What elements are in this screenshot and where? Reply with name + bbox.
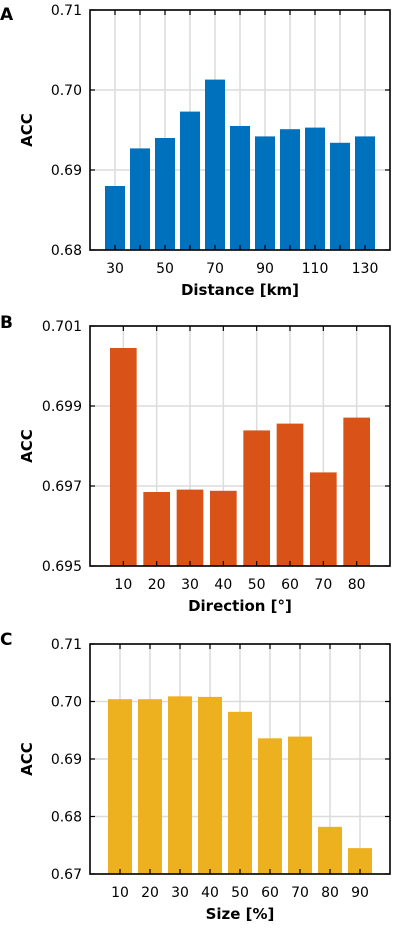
x-tick-label: 10 [111, 885, 129, 901]
bar-70 [205, 79, 225, 250]
bar-30 [168, 696, 192, 874]
bar-70 [310, 472, 337, 566]
bar-10 [110, 348, 137, 566]
y-tick-label: 0.71 [51, 637, 82, 653]
bar-60 [180, 111, 200, 250]
x-tick-label: 10 [114, 577, 132, 593]
plot-frame [89, 325, 391, 567]
x-tick-label: 130 [352, 261, 379, 277]
bar-30 [105, 186, 125, 250]
bar-80 [318, 826, 342, 874]
x-tick-label: 110 [302, 261, 329, 277]
x-tick-label: 70 [206, 261, 224, 277]
x-tick-label: 60 [261, 885, 279, 901]
x-tick-label: 40 [201, 885, 219, 901]
bar-10 [108, 699, 132, 874]
y-tick-label: 0.69 [51, 752, 82, 768]
x-tick-label: 80 [348, 577, 366, 593]
bar-60 [258, 738, 282, 874]
x-tick-label: 20 [148, 577, 166, 593]
bar-80 [230, 126, 250, 250]
panel-label: B [0, 313, 13, 333]
x-tick-label: 50 [156, 261, 174, 277]
x-axis-label: Size [%] [206, 905, 275, 923]
y-axis-label: ACC [18, 113, 36, 147]
y-tick-label: 0.699 [42, 399, 82, 415]
y-tick-label: 0.69 [51, 163, 82, 179]
y-axis-label: ACC [18, 429, 36, 463]
bar-80 [343, 417, 370, 566]
y-tick-label: 0.70 [51, 83, 82, 99]
bar-50 [228, 711, 252, 874]
y-tick-label: 0.67 [51, 867, 82, 883]
bar-40 [130, 148, 150, 250]
x-tick-label: 30 [106, 261, 124, 277]
bar-40 [198, 696, 222, 874]
y-axis-label: ACC [18, 742, 36, 776]
y-tick-label: 0.68 [51, 243, 82, 259]
bar-70 [288, 736, 312, 874]
y-tick-label: 0.70 [51, 695, 82, 711]
y-tick-label: 0.695 [42, 559, 82, 575]
x-tick-label: 40 [214, 577, 232, 593]
x-tick-label: 90 [351, 885, 369, 901]
panel-b: B 0.695 0.697 0.699 0.701 10 20 30 40 50 60 70 80 Dir… [0, 313, 391, 615]
x-tick-label: 30 [181, 577, 199, 593]
bar-90 [255, 136, 275, 250]
bar-120 [330, 142, 350, 250]
panel-c: C 0.67 0.68 0.69 0.70 0.71 10 20 30 40 50 60 70 80 90 S… [0, 630, 391, 923]
x-tick-label: 30 [171, 885, 189, 901]
bar-20 [138, 699, 162, 874]
x-axis-label: Direction [°] [188, 597, 292, 615]
bar-130 [355, 136, 375, 250]
x-tick-label: 60 [281, 577, 299, 593]
bar-50 [243, 430, 270, 566]
x-tick-label: 70 [291, 885, 309, 901]
x-tick-label: 80 [321, 885, 339, 901]
bar-110 [305, 127, 325, 250]
x-tick-label: 70 [314, 577, 332, 593]
bar-50 [155, 138, 175, 250]
y-tick-label: 0.697 [42, 479, 82, 495]
y-tick-label: 0.701 [42, 319, 82, 335]
bar-60 [276, 423, 304, 566]
y-tick-label: 0.71 [51, 3, 82, 19]
panel-label: C [0, 630, 12, 650]
bar-20 [143, 492, 170, 566]
panel-label: A [0, 5, 14, 25]
bar-100 [280, 129, 300, 250]
bar-40 [210, 490, 237, 566]
panel-a: A 0.68 0.69 0.70 0.71 30 50 70 90 110 130 Distance … [0, 3, 391, 299]
x-tick-label: 90 [256, 261, 274, 277]
y-tick-label: 0.68 [51, 810, 82, 826]
x-tick-label: 50 [248, 577, 266, 593]
x-axis-label: Distance [km] [181, 281, 299, 299]
x-tick-label: 50 [231, 885, 249, 901]
x-tick-label: 20 [141, 885, 159, 901]
bar-30 [176, 489, 204, 566]
